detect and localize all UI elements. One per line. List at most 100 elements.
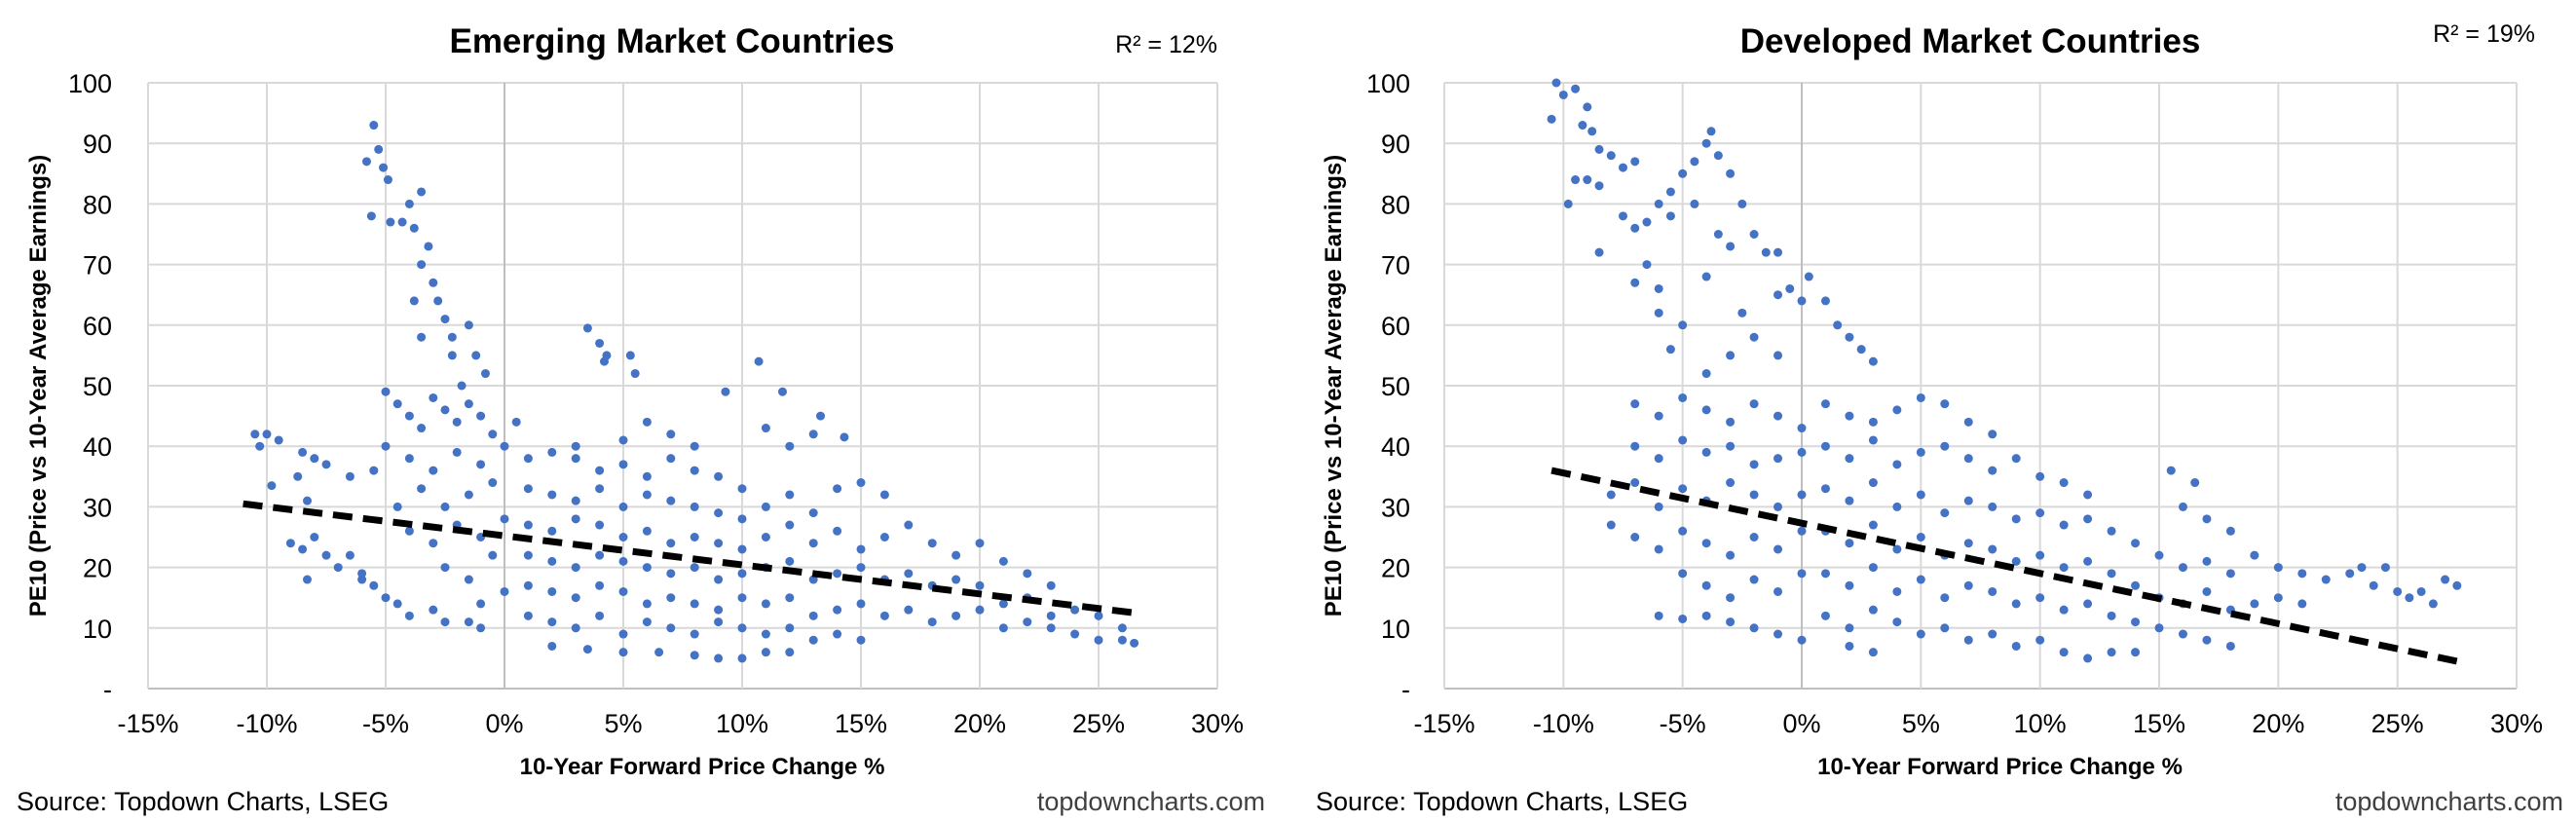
scatter-point [927, 539, 937, 548]
scatter-point [357, 569, 367, 579]
scatter-point [381, 441, 391, 451]
scatter-point [409, 223, 419, 233]
scatter-point [1773, 351, 1783, 360]
scatter-point [369, 121, 379, 131]
scatter-point [1820, 569, 1830, 579]
chart-title: Developed Market Countries [1740, 22, 2201, 60]
x-tick-label: 10% [716, 709, 768, 738]
scatter-point [690, 563, 699, 573]
scatter-point [714, 508, 724, 518]
scatter-point [1606, 490, 1616, 500]
scatter-point [571, 454, 580, 464]
scatter-point [1094, 635, 1103, 645]
scatter-point [1678, 569, 1688, 579]
scatter-point [381, 387, 391, 396]
scatter-point [1654, 544, 1663, 554]
y-tick-label: 40 [1381, 432, 1410, 462]
scatter-point [250, 430, 260, 439]
scatter-point [1820, 611, 1830, 620]
y-tick-label: 80 [83, 190, 112, 219]
scatter-point [1940, 623, 1950, 633]
scatter-point [1856, 345, 1866, 355]
scatter-point [2297, 569, 2307, 579]
scatter-point [2107, 648, 2116, 657]
scatter-point [1916, 533, 1925, 542]
scatter-point [666, 496, 676, 505]
scatter-point [1892, 502, 1902, 511]
scatter-point [2011, 641, 2021, 651]
scatter-point [447, 351, 457, 360]
scatter-point [737, 593, 747, 603]
scatter-point [1678, 168, 1688, 178]
scatter-point [440, 563, 450, 573]
y-tick-label: 50 [83, 372, 112, 401]
y-tick-label: 20 [1381, 554, 1410, 583]
watermark-url: topdowncharts.com [2335, 787, 2563, 816]
scatter-point [1642, 217, 1652, 227]
scatter-point [547, 490, 557, 500]
scatter-point [547, 617, 557, 627]
y-tick-label: 100 [1366, 69, 1410, 98]
scatter-point [1868, 417, 1878, 427]
scatter-point [404, 454, 414, 464]
scatter-point [1833, 320, 1843, 330]
y-tick-label: 60 [1381, 312, 1410, 341]
scatter-point [856, 544, 866, 554]
scatter-point [754, 356, 764, 366]
scatter-point [737, 514, 747, 524]
scatter-point [666, 539, 676, 548]
scatter-point [1701, 138, 1711, 148]
scatter-point [2035, 593, 2045, 603]
scatter-point [345, 550, 355, 560]
scatter-point [302, 575, 312, 584]
scatter-point [1726, 617, 1736, 627]
scatter-point [476, 460, 486, 469]
scatter-point [1726, 242, 1736, 251]
scatter-point [2321, 575, 2331, 584]
scatter-point [500, 514, 509, 524]
scatter-point [1845, 332, 1854, 342]
scatter-point [429, 605, 438, 615]
chart-title: Emerging Market Countries [449, 22, 894, 60]
scatter-point [1773, 502, 1783, 511]
scatter-point [1678, 392, 1688, 402]
scatter-point [1773, 586, 1783, 596]
scatter-point [1665, 345, 1675, 355]
scatter-point [1988, 629, 1997, 639]
r-squared-annotation: R² = 19% [2433, 20, 2535, 48]
scatter-point [1713, 230, 1723, 239]
scatter-point [2178, 629, 2187, 639]
scatter-point [833, 569, 842, 579]
scatter-point [927, 617, 937, 627]
scatter-point [464, 320, 473, 330]
scatter-point [274, 435, 283, 445]
scatter-point [1701, 272, 1711, 281]
scatter-point [785, 648, 795, 657]
scatter-point [1070, 629, 1080, 639]
scatter-point [1726, 550, 1736, 560]
scatter-point [1963, 539, 1973, 548]
scatter-point [369, 580, 379, 590]
scatter-point [1630, 533, 1640, 542]
scatter-point [1551, 78, 1561, 88]
scatter-point [357, 575, 367, 584]
scatter-point [785, 556, 795, 566]
scatter-point [1654, 454, 1663, 464]
x-tick-label: 0% [1782, 709, 1820, 738]
scatter-point [1797, 635, 1807, 645]
scatter-point [2059, 478, 2069, 488]
scatter-point [582, 323, 592, 333]
scatter-point [1749, 533, 1759, 542]
x-tick-label: -10% [1533, 709, 1594, 738]
scatter-point [1630, 478, 1640, 488]
scatter-point [2452, 580, 2462, 590]
scatter-point [952, 550, 961, 560]
x-tick-label: 30% [1191, 709, 1244, 738]
scatter-point [2059, 563, 2069, 573]
y-tick-label: 100 [68, 69, 112, 98]
scatter-point [690, 651, 699, 660]
y-tick-label: 30 [83, 493, 112, 522]
scatter-point [1773, 290, 1783, 300]
x-tick-label: 5% [1902, 709, 1940, 738]
scatter-point [310, 454, 319, 464]
